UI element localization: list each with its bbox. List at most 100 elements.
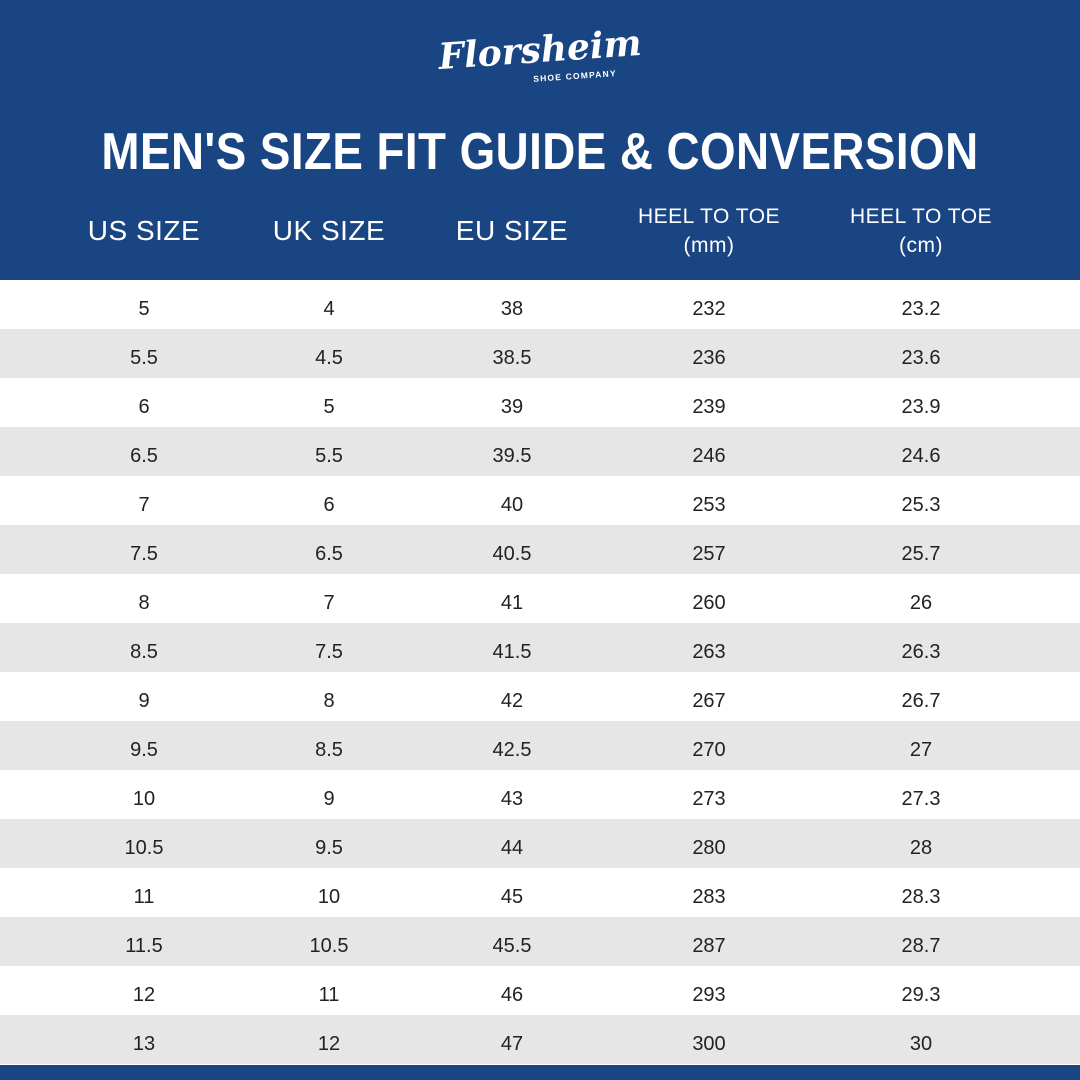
cell-heel-to-toe-mm: 280: [692, 837, 726, 859]
cell-eu-size: 41: [500, 592, 524, 614]
cell-eu-size: 40.5: [492, 543, 532, 565]
cell-us-size: 10.5: [124, 837, 164, 859]
cell-eu-size: 44: [500, 837, 524, 859]
table-row: 12 11 46 293 29.3: [0, 966, 1080, 1015]
cell-heel-to-toe-cm: 25.7: [901, 543, 941, 565]
cell-heel-to-toe-cm: 24.6: [901, 445, 941, 467]
column-header-label: US SIZE: [87, 215, 201, 246]
cell-eu-size: 45.5: [492, 935, 532, 957]
cell-eu-size: 39: [500, 396, 524, 418]
column-header-label: EU SIZE: [455, 215, 569, 246]
table-row: 9.5 8.5 42.5 270 27: [0, 721, 1080, 770]
cell-eu-size: 42.5: [492, 739, 532, 761]
cell-eu-size: 38: [500, 298, 524, 320]
cell-heel-to-toe-mm: 263: [692, 641, 726, 663]
cell-us-size: 11.5: [125, 935, 163, 957]
cell-uk-size: 4: [323, 298, 335, 320]
cell-us-size: 12: [132, 984, 156, 1006]
table-row: 11.5 10.5 45.5 287 28.7: [0, 917, 1080, 966]
footer-bar: [0, 1065, 1080, 1080]
table-row: 13 12 47 300 30: [0, 1015, 1080, 1064]
cell-us-size: 9.5: [130, 739, 158, 761]
cell-heel-to-toe-mm: 300: [692, 1033, 726, 1055]
table-row: 8.5 7.5 41.5 263 26.3: [0, 623, 1080, 672]
cell-uk-size: 10.5: [309, 935, 349, 957]
cell-eu-size: 47: [500, 1033, 524, 1055]
cell-heel-to-toe-cm: 28: [909, 837, 933, 859]
cell-heel-to-toe-cm: 28.3: [901, 886, 941, 908]
cell-heel-to-toe-cm: 26.7: [901, 690, 941, 712]
table-row: 7 6 40 253 25.3: [0, 476, 1080, 525]
cell-uk-size: 9.5: [315, 837, 343, 859]
cell-heel-to-toe-mm: 293: [692, 984, 726, 1006]
cell-us-size: 6: [138, 396, 150, 418]
cell-uk-size: 10: [317, 886, 341, 908]
column-header-heel-to-toe-mm: HEEL TO TOE (mm): [589, 196, 829, 266]
cell-heel-to-toe-mm: 239: [692, 396, 726, 418]
cell-us-size: 13: [132, 1033, 156, 1055]
cell-eu-size: 38.5: [492, 347, 532, 369]
cell-heel-to-toe-cm: 23.6: [901, 347, 941, 369]
cell-heel-to-toe-cm: 25.3: [901, 494, 941, 516]
cell-us-size: 9: [138, 690, 150, 712]
cell-us-size: 11: [133, 886, 155, 908]
cell-uk-size: 8.5: [315, 739, 343, 761]
cell-heel-to-toe-mm: 253: [692, 494, 726, 516]
cell-us-size: 5: [138, 298, 150, 320]
cell-us-size: 7: [138, 494, 150, 516]
cell-heel-to-toe-mm: 283: [692, 886, 726, 908]
cell-eu-size: 45: [500, 886, 524, 908]
column-header-eu-size: EU SIZE: [412, 196, 612, 266]
cell-eu-size: 46: [500, 984, 524, 1006]
cell-heel-to-toe-mm: 260: [692, 592, 726, 614]
cell-heel-to-toe-cm: 27: [909, 739, 933, 761]
page-title: MEN'S SIZE FIT GUIDE & CONVERSION: [101, 123, 979, 181]
cell-eu-size: 42: [500, 690, 524, 712]
cell-eu-size: 40: [500, 494, 524, 516]
size-table: 5 4 38 232 23.2 5.5 4.5 38.5 236 23.6 6 5 39 239 23.9 6…: [0, 280, 1080, 1064]
cell-uk-size: 6.5: [315, 543, 343, 565]
cell-heel-to-toe-cm: 30: [909, 1033, 933, 1055]
table-row: 8 7 41 260 26: [0, 574, 1080, 623]
cell-uk-size: 4.5: [315, 347, 343, 369]
cell-eu-size: 43: [500, 788, 524, 810]
table-row: 10.5 9.5 44 280 28: [0, 819, 1080, 868]
cell-uk-size: 9: [323, 788, 335, 810]
column-header-unit: (cm): [899, 234, 943, 257]
cell-heel-to-toe-mm: 270: [692, 739, 726, 761]
cell-us-size: 8.5: [130, 641, 158, 663]
cell-us-size: 8: [138, 592, 150, 614]
column-header-label: HEEL TO TOE: [849, 205, 993, 228]
cell-heel-to-toe-cm: 23.9: [901, 396, 941, 418]
table-row: 10 9 43 273 27.3: [0, 770, 1080, 819]
cell-uk-size: 5.5: [315, 445, 343, 467]
cell-eu-size: 39.5: [492, 445, 532, 467]
cell-heel-to-toe-mm: 273: [692, 788, 726, 810]
column-header-unit: (mm): [683, 234, 735, 257]
cell-heel-to-toe-mm: 257: [692, 543, 726, 565]
cell-eu-size: 41.5: [492, 641, 532, 663]
cell-us-size: 7.5: [130, 543, 158, 565]
column-header-label: HEEL TO TOE: [637, 205, 781, 228]
cell-heel-to-toe-cm: 28.7: [901, 935, 941, 957]
cell-heel-to-toe-mm: 232: [692, 298, 726, 320]
cell-heel-to-toe-cm: 27.3: [901, 788, 941, 810]
header-banner: Florsheim SHOE COMPANY MEN'S SIZE FIT GU…: [0, 0, 1080, 280]
table-row: 5.5 4.5 38.5 236 23.6: [0, 329, 1080, 378]
table-row: 11 10 45 283 28.3: [0, 868, 1080, 917]
cell-uk-size: 7.5: [315, 641, 343, 663]
cell-uk-size: 5: [323, 396, 335, 418]
cell-uk-size: 7: [323, 592, 335, 614]
cell-us-size: 6.5: [130, 445, 158, 467]
column-header-label: UK SIZE: [272, 215, 386, 246]
cell-uk-size: 6: [323, 494, 335, 516]
column-header-heel-to-toe-cm: HEEL TO TOE (cm): [801, 196, 1041, 266]
cell-us-size: 5.5: [130, 347, 158, 369]
cell-heel-to-toe-mm: 246: [692, 445, 726, 467]
table-row: 5 4 38 232 23.2: [0, 280, 1080, 329]
cell-uk-size: 8: [323, 690, 335, 712]
cell-heel-to-toe-cm: 29.3: [901, 984, 941, 1006]
cell-uk-size: 11: [318, 984, 340, 1006]
cell-heel-to-toe-cm: 23.2: [901, 298, 941, 320]
table-row: 9 8 42 267 26.7: [0, 672, 1080, 721]
